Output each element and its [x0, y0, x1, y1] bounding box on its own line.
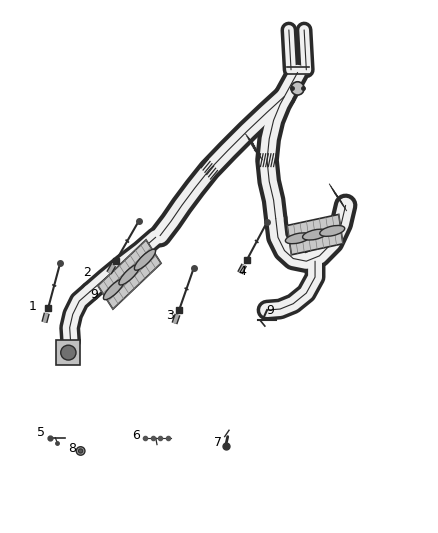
Ellipse shape [103, 279, 125, 300]
Ellipse shape [286, 233, 311, 244]
Text: 9: 9 [90, 288, 98, 301]
Ellipse shape [320, 225, 345, 236]
Ellipse shape [76, 447, 85, 455]
Text: 5: 5 [37, 426, 45, 439]
Ellipse shape [78, 449, 83, 453]
Ellipse shape [291, 82, 304, 95]
Text: 3: 3 [166, 309, 174, 322]
Polygon shape [57, 340, 81, 366]
Ellipse shape [119, 264, 140, 285]
Ellipse shape [61, 345, 76, 360]
Text: 2: 2 [83, 266, 91, 279]
Text: 4: 4 [238, 265, 246, 278]
Polygon shape [98, 240, 161, 309]
Ellipse shape [134, 249, 155, 270]
Polygon shape [287, 214, 343, 255]
Text: 1: 1 [28, 300, 36, 313]
Text: 6: 6 [132, 429, 140, 441]
Ellipse shape [303, 229, 328, 240]
Text: 7: 7 [214, 437, 222, 449]
Text: 8: 8 [68, 442, 76, 455]
Text: 9: 9 [267, 304, 275, 317]
